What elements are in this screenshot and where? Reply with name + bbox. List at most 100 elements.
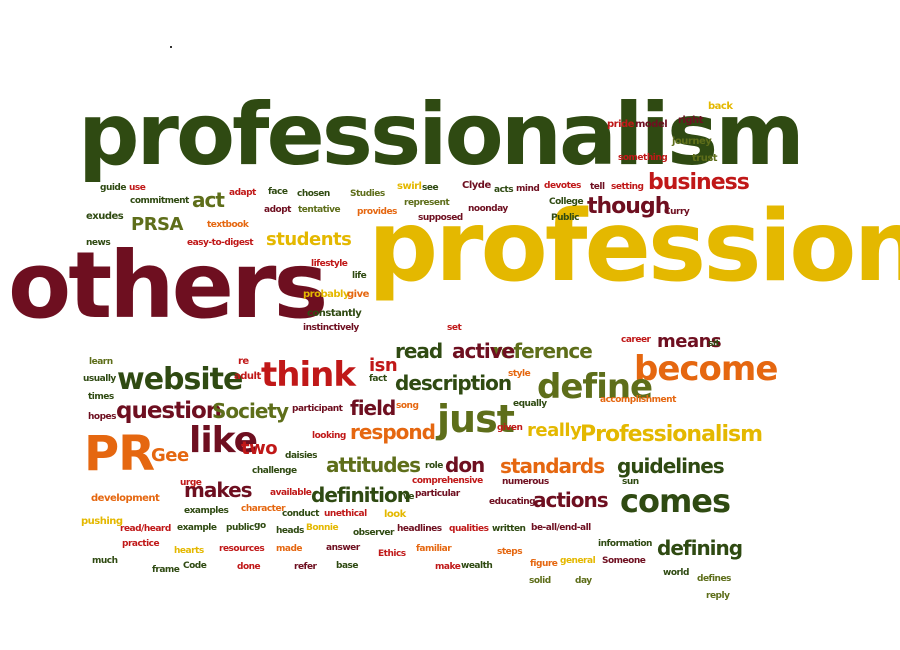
word-read-heard: read/heard bbox=[120, 524, 171, 534]
word-college: College bbox=[549, 197, 584, 207]
word-professionalism: Professionalism bbox=[580, 422, 763, 447]
word-go: go bbox=[254, 521, 266, 531]
word-pr: PR bbox=[84, 426, 155, 482]
word-represent: represent bbox=[404, 198, 450, 208]
word-make: make bbox=[435, 562, 461, 572]
word-become: become bbox=[634, 349, 778, 389]
word-clyde: Clyde bbox=[462, 180, 491, 191]
word-information: information bbox=[598, 539, 652, 549]
word-pushing: pushing bbox=[81, 516, 123, 527]
word-headlines: headlines bbox=[397, 524, 442, 534]
word-easy-to-digest: easy-to-digest bbox=[187, 238, 254, 248]
word-general: general bbox=[560, 556, 596, 566]
word-supposed: supposed bbox=[418, 213, 463, 223]
word-refer: refer bbox=[294, 562, 317, 572]
word-respond: respond bbox=[350, 420, 436, 444]
word-devotes: devotes bbox=[544, 181, 581, 191]
word-learn: learn bbox=[89, 357, 113, 367]
word-like: like bbox=[189, 420, 258, 461]
word-ve: ve bbox=[403, 492, 414, 502]
word-adult: adult bbox=[234, 371, 261, 382]
word-tentative: tentative bbox=[298, 205, 341, 215]
word-setting: setting bbox=[611, 182, 644, 192]
word-resources: resources bbox=[219, 544, 265, 554]
word-times: times bbox=[88, 392, 114, 402]
word-question: question bbox=[116, 398, 222, 424]
word-particular: particular bbox=[415, 489, 460, 499]
word-answer: answer bbox=[326, 543, 360, 553]
word-public: Public bbox=[551, 213, 579, 223]
word-constantly: constantly bbox=[307, 308, 362, 319]
word-role: role bbox=[425, 461, 443, 471]
word-hearts: hearts bbox=[174, 546, 204, 556]
word-professionalism: professionalism bbox=[78, 85, 805, 185]
word-comprehensive: comprehensive bbox=[412, 476, 483, 486]
word-define: define bbox=[537, 367, 653, 407]
word-daisies: daisies bbox=[285, 451, 318, 461]
word-don: don bbox=[445, 453, 485, 477]
stray-dot bbox=[170, 46, 172, 48]
word-guidelines: guidelines bbox=[617, 454, 725, 478]
word-read: read bbox=[395, 339, 443, 363]
word-observer: observer bbox=[353, 528, 394, 538]
word-news: news bbox=[86, 238, 111, 248]
word-song: song bbox=[396, 401, 419, 411]
word-familiar: familiar bbox=[416, 544, 452, 554]
word-participant: participant bbox=[292, 404, 343, 414]
word-probably: probably bbox=[303, 289, 349, 300]
word-qualities: qualities bbox=[449, 524, 489, 534]
word-though: though bbox=[587, 194, 670, 219]
word-made: made bbox=[276, 544, 303, 554]
word-guide: guide bbox=[100, 183, 126, 193]
word-attitudes: attitudes bbox=[326, 453, 421, 477]
word-comes: comes bbox=[620, 482, 731, 520]
word-available: available bbox=[270, 488, 312, 498]
word-sun: sun bbox=[622, 477, 639, 487]
word-curry: Curry bbox=[664, 207, 690, 217]
word-given: given bbox=[497, 423, 523, 433]
word-think: think bbox=[261, 355, 356, 395]
word-definition: definition bbox=[311, 483, 411, 507]
word-commitment: commitment bbox=[130, 196, 189, 206]
word-numerous: numerous bbox=[502, 477, 549, 487]
word-chosen: chosen bbox=[297, 189, 330, 199]
word-world: world bbox=[663, 568, 689, 578]
word-pride: pride bbox=[607, 119, 634, 130]
word-example: example bbox=[177, 523, 217, 533]
word-character: character bbox=[241, 504, 286, 514]
word-prsa: PRSA bbox=[131, 214, 183, 235]
word-description: description bbox=[395, 371, 512, 395]
word-accomplishment: accomplishment bbox=[600, 395, 676, 405]
word-development: development bbox=[91, 493, 160, 504]
word-just: just bbox=[437, 397, 515, 441]
word-re: re bbox=[238, 356, 249, 367]
word-conduct: conduct bbox=[282, 509, 319, 519]
word-career: career bbox=[621, 335, 651, 345]
word-done: done bbox=[237, 562, 261, 572]
word-mind: mind bbox=[516, 184, 540, 194]
word-website: website bbox=[117, 362, 243, 397]
word-gee: Gee bbox=[151, 445, 189, 466]
word-sit: sit bbox=[708, 339, 720, 349]
word-adapt: adapt bbox=[229, 188, 256, 198]
word-frame: frame bbox=[152, 565, 180, 575]
word-see: see bbox=[422, 183, 439, 193]
word-code: Code bbox=[183, 561, 207, 571]
word-educating: educating bbox=[489, 497, 536, 507]
word-exudes: exudes bbox=[86, 211, 124, 222]
word-urge: urge bbox=[180, 478, 202, 488]
word-heads: heads bbox=[276, 526, 304, 536]
word-business: business bbox=[648, 170, 750, 195]
word-students: students bbox=[266, 229, 352, 250]
word-act: act bbox=[192, 188, 225, 212]
word-field: field bbox=[350, 396, 396, 420]
word-figure: figure bbox=[530, 559, 558, 569]
word-provides: provides bbox=[357, 207, 397, 217]
word-life: life bbox=[352, 271, 367, 281]
word-tell: tell bbox=[590, 182, 605, 192]
word-right: right bbox=[678, 115, 703, 126]
word-someone: Someone bbox=[602, 556, 646, 566]
word-swirl: swirl bbox=[397, 181, 422, 192]
word-face: face bbox=[268, 187, 288, 197]
